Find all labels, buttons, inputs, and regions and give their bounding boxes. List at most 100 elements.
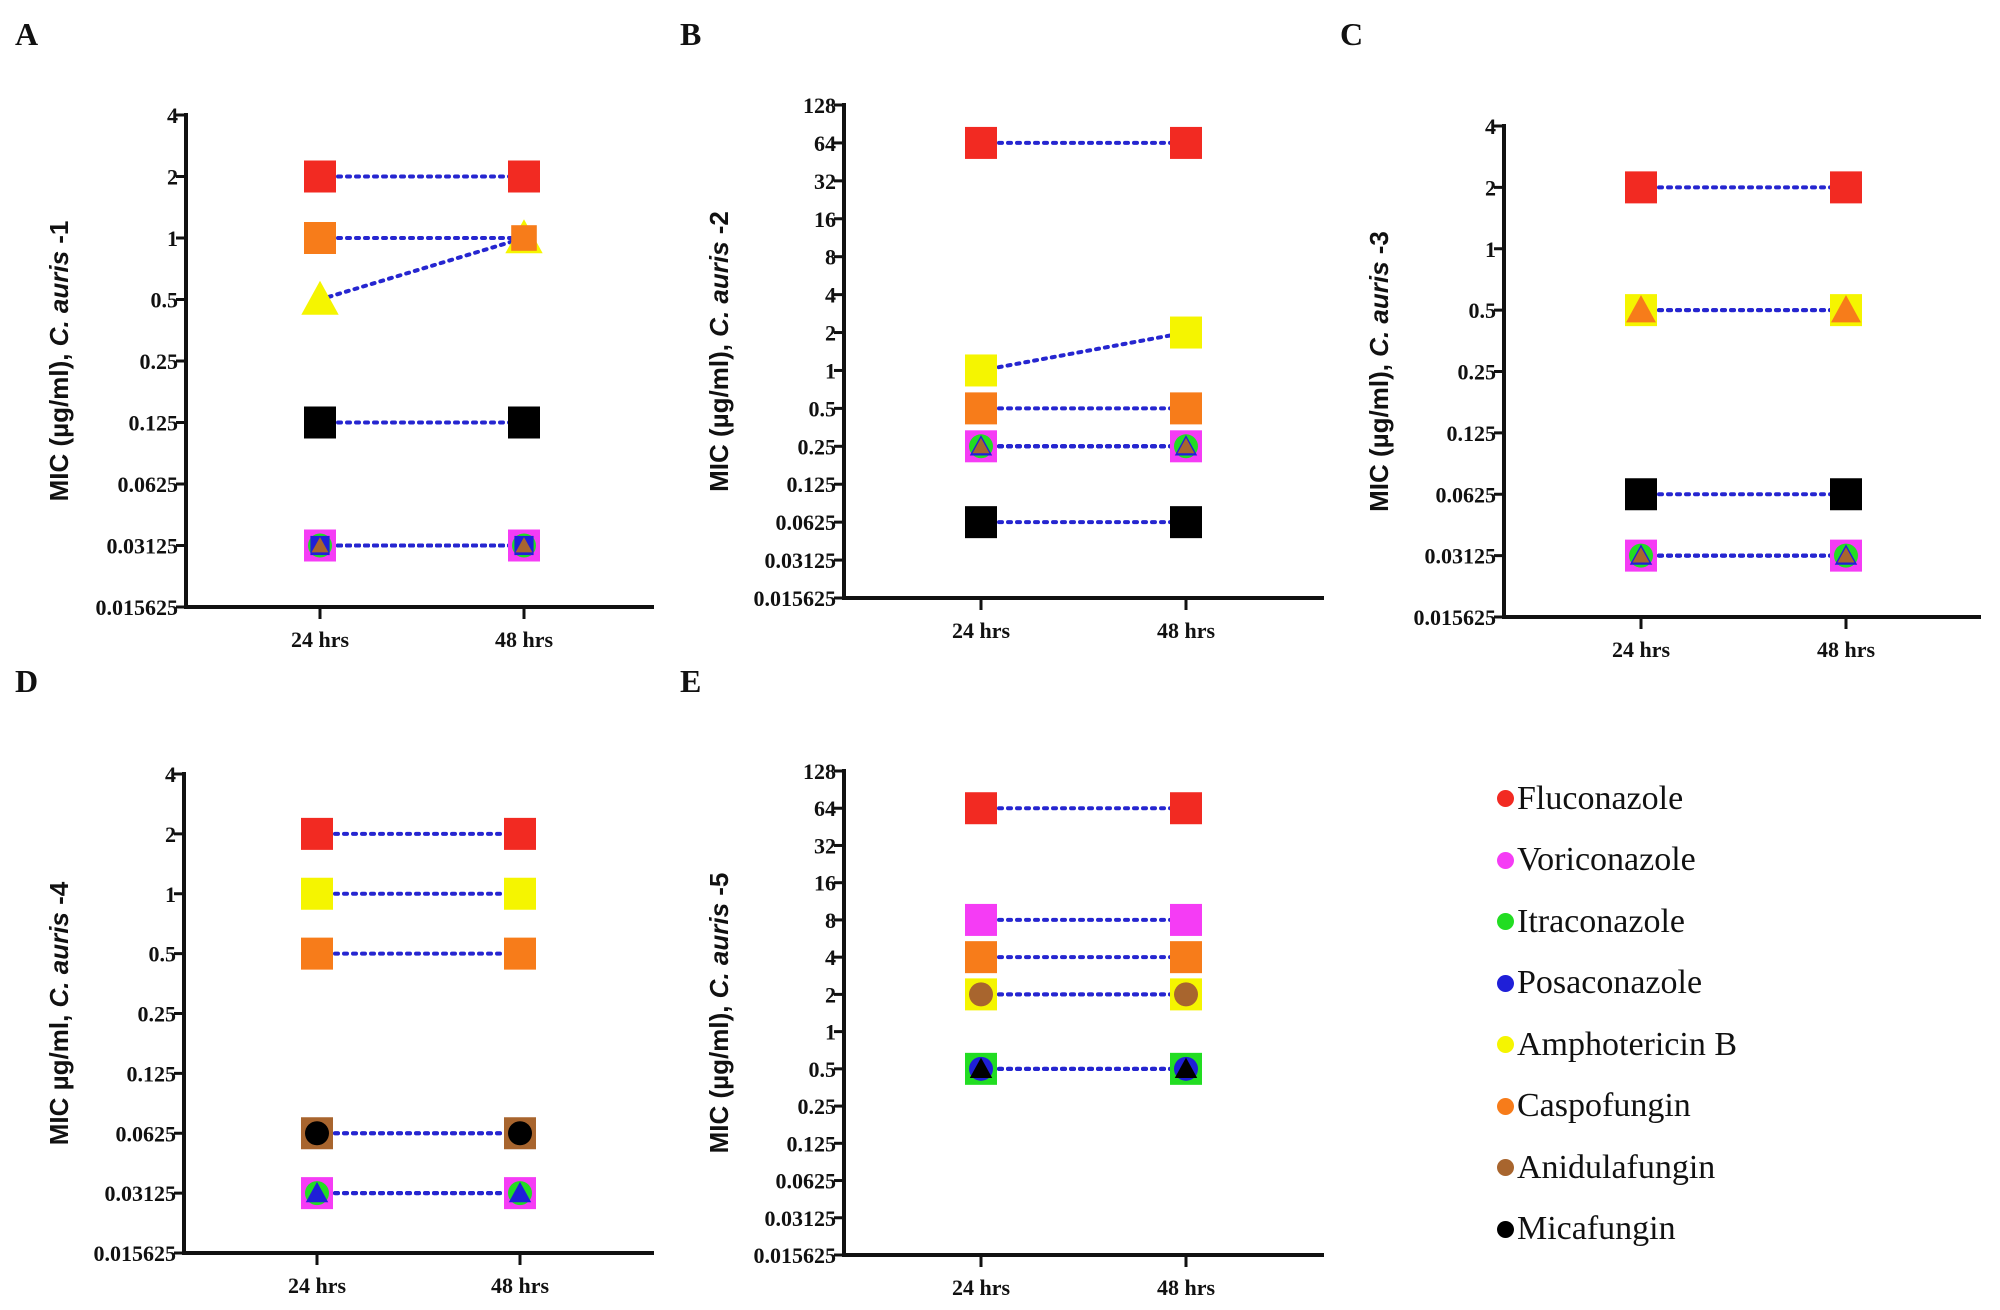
legend-label: Amphotericin B [1517, 1025, 1738, 1063]
legend-label: Caspofungin [1517, 1087, 1691, 1125]
y-axis-title-suffix: -5 [704, 873, 734, 903]
marker-micafungin [969, 1057, 993, 1079]
y-axis-title-species: C. auris [44, 912, 74, 1007]
y-tick-label: 0.03125 [1425, 544, 1497, 569]
y-tick-label: 64 [814, 796, 836, 821]
legend-dot-icon [1497, 1036, 1514, 1054]
marker-anidulafungin [1837, 547, 1855, 563]
marker-fluconazole [1625, 171, 1657, 204]
x-tick-label: 24 hrs [952, 1275, 1011, 1300]
marker-caspofungin [301, 937, 333, 970]
connector-amphotericin-b [318, 236, 526, 302]
marker-amphotericin-b [1170, 316, 1202, 349]
legend-item-caspofungin: Caspofungin [1497, 1076, 1737, 1138]
legend-label: Fluconazole [1517, 779, 1684, 817]
marker-anidulafungin [972, 437, 990, 454]
legend-item-posaconazole: Posaconazole [1497, 953, 1737, 1015]
marker-anidulafungin [1174, 982, 1198, 1007]
panel-label: B [680, 16, 701, 52]
marker-micafungin [1170, 506, 1202, 539]
y-tick-label: 128 [803, 759, 836, 784]
x-tick-label: 48 hrs [1157, 1275, 1216, 1300]
marker-anidulafungin [515, 537, 533, 553]
y-tick-label: 0.125 [787, 472, 837, 497]
y-tick-label: 0.03125 [105, 1181, 177, 1206]
marker-caspofungin [965, 941, 997, 974]
y-axis-title-species: C. auris [1364, 261, 1394, 356]
y-tick-label: 0.0625 [776, 510, 837, 535]
marker-micafungin [508, 1121, 532, 1146]
marker-fluconazole [965, 126, 997, 159]
marker-fluconazole [301, 817, 333, 850]
x-tick-label: 48 hrs [1157, 618, 1216, 643]
y-axis-title-suffix: -3 [1364, 231, 1394, 261]
y-tick-label: 1 [165, 882, 176, 907]
marker-fluconazole [508, 160, 540, 193]
marker-micafungin [1174, 1057, 1198, 1079]
x-tick-label: 48 hrs [1817, 637, 1876, 662]
marker-caspofungin [1831, 295, 1861, 323]
y-tick-label: 0.25 [798, 1094, 837, 1119]
marker-voriconazole [1170, 903, 1202, 936]
x-tick-label: 24 hrs [291, 627, 350, 652]
legend-item-fluconazole: Fluconazole [1497, 768, 1737, 830]
marker-caspofungin [304, 222, 336, 254]
y-tick-label: 4 [167, 103, 178, 128]
marker-caspofungin [1170, 392, 1202, 425]
y-tick-label: 1 [825, 358, 836, 383]
y-axis-title-species: C. auris [704, 903, 734, 998]
y-tick-label: 0.125 [127, 1061, 177, 1086]
marker-anidulafungin [1177, 437, 1195, 454]
legend-dot-icon [1497, 913, 1514, 931]
y-axis-title-suffix: -1 [44, 221, 74, 251]
marker-anidulafungin [1632, 547, 1650, 563]
panel-e: E 0.015625 0.03125 0.0625 0.125 0.25 0.5 1 2 4 8 16… [680, 663, 1324, 1300]
panel-a: A 0.015625 0.03125 0.0625 0.125 0.25 0.5 1 2 4 24 … [15, 16, 654, 652]
legend-dot-icon [1497, 1097, 1514, 1115]
y-tick-label: 2 [167, 165, 178, 190]
y-tick-label: 0.03125 [107, 534, 179, 559]
y-axis-title: MIC µg/ml, C. auris -4 [44, 881, 74, 1145]
y-tick-label: 0.03125 [765, 548, 837, 573]
y-tick-label: 64 [814, 131, 836, 156]
y-tick-label: 0.125 [1447, 421, 1497, 446]
marker-voriconazole [965, 903, 997, 936]
legend-dot-icon [1497, 851, 1514, 869]
y-tick-label: 0.015625 [754, 586, 837, 611]
x-tick-label: 48 hrs [491, 1273, 550, 1298]
marker-micafungin [305, 1121, 329, 1146]
y-tick-label: 1 [167, 226, 178, 251]
y-axis-title: MIC (µg/ml), C. auris -1 [44, 221, 74, 502]
legend-label: Posaconazole [1517, 964, 1703, 1002]
x-tick-label: 24 hrs [288, 1273, 347, 1298]
legend: Fluconazole Voriconazole Itraconazole Po… [1497, 768, 1737, 1260]
y-tick-label: 0.015625 [754, 1243, 837, 1268]
marker-fluconazole [1170, 126, 1202, 159]
marker-amphotericin-b [301, 280, 339, 315]
y-tick-label: 1 [1485, 237, 1496, 262]
y-tick-label: 2 [825, 321, 836, 346]
marker-amphotericin-b [504, 877, 536, 910]
y-tick-label: 0.0625 [1436, 482, 1497, 507]
y-tick-label: 0.125 [129, 411, 179, 436]
marker-micafungin [508, 406, 540, 439]
panel-label: A [15, 16, 38, 52]
y-tick-label: 0.0625 [118, 472, 179, 497]
y-tick-label: 0.015625 [94, 1241, 177, 1266]
y-tick-label: 0.25 [140, 349, 179, 374]
y-axis-title-prefix: MIC µg/ml, [44, 1007, 74, 1145]
y-axis-title-prefix: MIC (µg/ml), [704, 337, 734, 492]
y-tick-label: 0.015625 [1414, 605, 1497, 630]
marker-caspofungin [965, 392, 997, 425]
legend-label: Anidulafungin [1517, 1148, 1716, 1186]
panel-c: C 0.015625 0.03125 0.0625 0.125 0.25 0.5 1 2 4 24 … [1340, 16, 1981, 662]
x-tick-label: 48 hrs [495, 627, 554, 652]
marker-caspofungin [511, 225, 537, 251]
y-axis-title-prefix: MIC (µg/ml), [44, 346, 74, 501]
marker-posaconazole [508, 1181, 532, 1203]
y-tick-label: 0.5 [809, 1057, 837, 1082]
y-tick-label: 0.5 [151, 288, 179, 313]
marker-anidulafungin [969, 982, 993, 1007]
